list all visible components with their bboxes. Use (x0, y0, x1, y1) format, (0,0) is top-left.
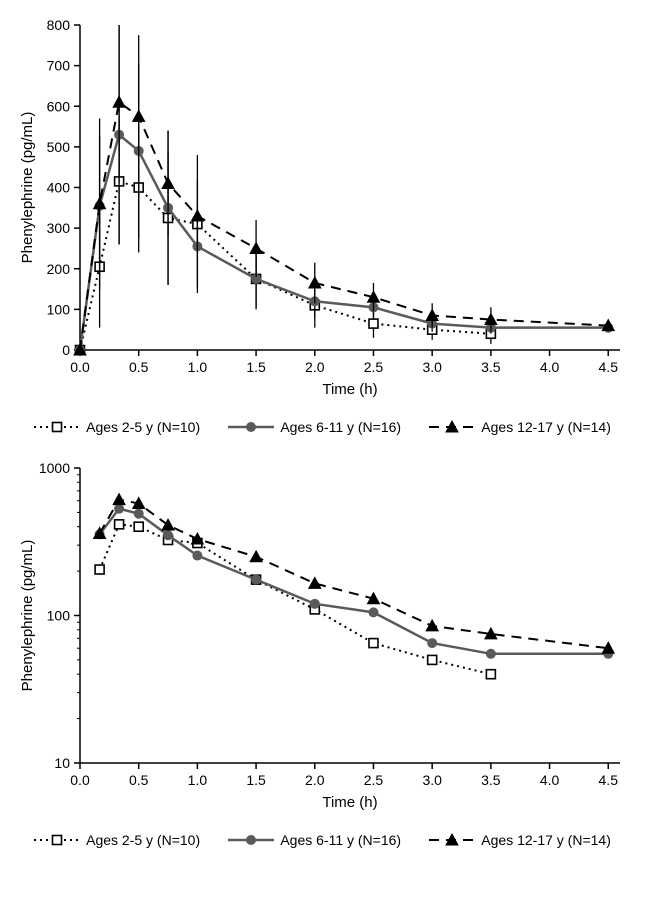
bottom-legend: Ages 2-5 y (N=10) Ages 6-11 y (N=16) Age… (10, 828, 635, 866)
svg-text:200: 200 (47, 261, 71, 277)
legend-marker-s3 (429, 832, 475, 848)
svg-text:1.0: 1.0 (188, 359, 208, 375)
top-chart-panel: 0 100 200 300 400 500 600 700 800 0.0 0.5 1.0 1.5 2.0… (10, 10, 635, 415)
svg-text:Time (h): Time (h) (322, 381, 377, 398)
svg-text:0.0: 0.0 (70, 359, 90, 375)
legend-item-ages-2-5: Ages 2-5 y (N=10) (34, 832, 200, 848)
svg-text:700: 700 (47, 58, 71, 74)
legend-label: Ages 2-5 y (N=10) (86, 419, 200, 435)
svg-text:4.5: 4.5 (599, 772, 619, 788)
figure-page: 0 100 200 300 400 500 600 700 800 0.0 0.5 1.0 1.5 2.0… (0, 0, 645, 886)
svg-text:Time (h): Time (h) (322, 794, 377, 811)
svg-text:0.5: 0.5 (129, 359, 149, 375)
legend-label: Ages 2-5 y (N=10) (86, 832, 200, 848)
legend-marker-s3 (429, 419, 475, 435)
legend-item-ages-12-17: Ages 12-17 y (N=14) (429, 419, 611, 435)
legend-marker-s1 (34, 419, 80, 435)
svg-text:2.0: 2.0 (305, 772, 325, 788)
svg-text:500: 500 (47, 139, 71, 155)
svg-text:4.5: 4.5 (599, 359, 619, 375)
svg-text:800: 800 (47, 17, 71, 33)
svg-text:600: 600 (47, 98, 71, 114)
legend-item-ages-2-5: Ages 2-5 y (N=10) (34, 419, 200, 435)
svg-text:100: 100 (47, 301, 71, 317)
svg-text:300: 300 (47, 220, 71, 236)
svg-text:3.5: 3.5 (481, 772, 501, 788)
svg-text:1.5: 1.5 (246, 359, 266, 375)
legend-item-ages-12-17: Ages 12-17 y (N=14) (429, 832, 611, 848)
svg-text:2.0: 2.0 (305, 359, 325, 375)
legend-label: Ages 6-11 y (N=16) (280, 419, 401, 435)
svg-text:0: 0 (62, 342, 70, 358)
svg-text:2.5: 2.5 (364, 359, 384, 375)
svg-text:4.0: 4.0 (540, 359, 560, 375)
svg-text:3.5: 3.5 (481, 359, 501, 375)
svg-text:1.0: 1.0 (188, 772, 208, 788)
svg-text:400: 400 (47, 180, 71, 196)
svg-text:0.5: 0.5 (129, 772, 149, 788)
svg-text:3.0: 3.0 (422, 359, 442, 375)
legend-marker-s1 (34, 832, 80, 848)
svg-text:1000: 1000 (39, 460, 70, 476)
bottom-chart-panel: 10 100 1000 0.0 0.5 1.0 1.5 2.0 2.5 3.0 3.5 4.0 4.5 T… (10, 453, 635, 828)
svg-text:1.5: 1.5 (246, 772, 266, 788)
legend-label: Ages 12-17 y (N=14) (481, 832, 611, 848)
bottom-chart-svg: 10 100 1000 0.0 0.5 1.0 1.5 2.0 2.5 3.0 3.5 4.0 4.5 T… (10, 453, 635, 823)
legend-marker-s2 (228, 419, 274, 435)
legend-marker-s2 (228, 832, 274, 848)
svg-text:10: 10 (54, 755, 70, 771)
svg-text:0.0: 0.0 (70, 772, 90, 788)
svg-text:4.0: 4.0 (540, 772, 560, 788)
svg-text:Phenylephrine (pg/mL): Phenylephrine (pg/mL) (19, 112, 36, 264)
legend-item-ages-6-11: Ages 6-11 y (N=16) (228, 419, 401, 435)
svg-text:100: 100 (47, 608, 71, 624)
svg-text:2.5: 2.5 (364, 772, 384, 788)
legend-item-ages-6-11: Ages 6-11 y (N=16) (228, 832, 401, 848)
legend-label: Ages 12-17 y (N=14) (481, 419, 611, 435)
top-chart-svg: 0 100 200 300 400 500 600 700 800 0.0 0.5 1.0 1.5 2.0… (10, 10, 635, 410)
svg-text:3.0: 3.0 (422, 772, 442, 788)
svg-text:Phenylephrine (pg/mL): Phenylephrine (pg/mL) (19, 540, 36, 692)
legend-label: Ages 6-11 y (N=16) (280, 832, 401, 848)
top-legend: Ages 2-5 y (N=10) Ages 6-11 y (N=16) Age… (10, 415, 635, 453)
